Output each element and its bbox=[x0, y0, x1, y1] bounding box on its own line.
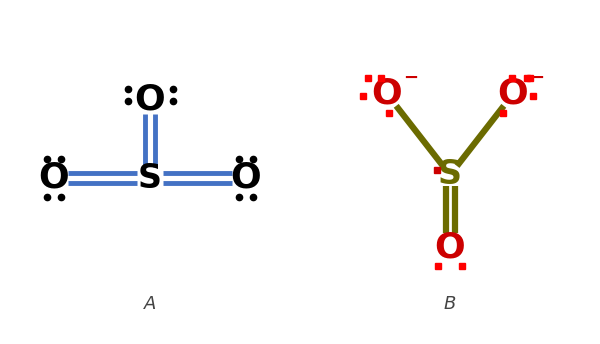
Text: −: − bbox=[403, 68, 418, 86]
Text: A: A bbox=[144, 295, 156, 313]
Text: S: S bbox=[438, 159, 462, 192]
Text: O: O bbox=[434, 230, 466, 264]
Text: −: − bbox=[529, 68, 544, 86]
Text: O: O bbox=[371, 77, 403, 111]
Text: O: O bbox=[230, 161, 262, 195]
Text: O: O bbox=[38, 161, 70, 195]
Text: O: O bbox=[497, 77, 529, 111]
Text: S: S bbox=[138, 161, 162, 194]
Text: B: B bbox=[444, 295, 456, 313]
Text: O: O bbox=[134, 83, 166, 117]
